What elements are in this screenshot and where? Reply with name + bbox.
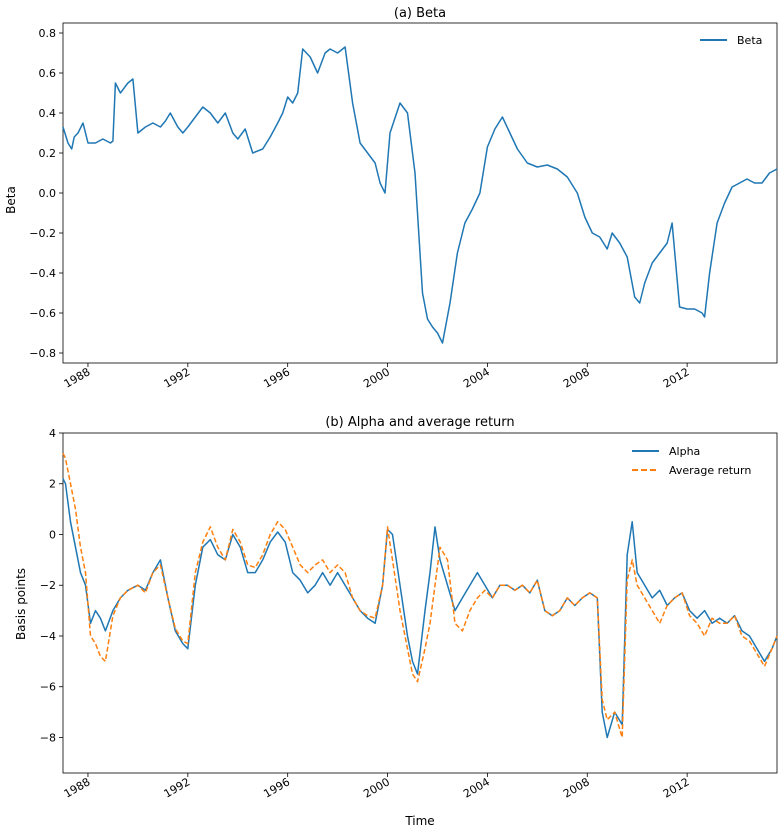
beta-plot-frame — [62, 22, 778, 364]
beta-x-tick-label: 2008 — [561, 365, 592, 390]
legend-label-beta: Beta — [737, 34, 762, 47]
alpha-return-panel-series — [62, 452, 778, 739]
beta-x-tick-label: 2004 — [461, 365, 492, 390]
beta-y-tick-label: 0.0 — [39, 187, 57, 200]
beta-y-tick-label: −0.4 — [29, 267, 56, 280]
alpha-return-panel: (b) Alpha and average return Basis point… — [14, 415, 778, 828]
alpha-return-y-tick-label: 0 — [49, 528, 56, 541]
beta-y-tick-label: 0.2 — [39, 147, 57, 160]
legend-label-average-return: Average return — [669, 464, 751, 477]
beta-panel-y-axis-label: Beta — [4, 186, 18, 214]
beta-x-tick-label: 2000 — [361, 365, 392, 390]
alpha-return-x-tick-label: 1992 — [162, 775, 193, 800]
alpha-return-panel-title: (b) Alpha and average return — [325, 415, 514, 430]
beta-y-tick-label: 0.6 — [39, 67, 57, 80]
beta-x-tick-label: 2012 — [661, 365, 692, 390]
beta-x-tick-label: 1988 — [62, 365, 93, 390]
alpha-return-panel-x-axis-label: Time — [404, 814, 434, 828]
alpha-return-x-tick-label: 2000 — [361, 775, 392, 800]
alpha-return-x-tick-label: 1996 — [261, 775, 292, 800]
beta-panel-legend: Beta — [700, 34, 762, 47]
alpha-return-panel-axes: −8 −6 −4 −2 0 2 4 1988 1992 1996 2000 2004 2008 2012 — [40, 427, 778, 801]
alpha-return-series-average-return-line — [62, 452, 778, 739]
beta-panel: (a) Beta Beta −0.8 −0.6 −0.4 −0.2 0.0 0.2 0.4 0… — [4, 6, 778, 391]
alpha-return-y-tick-label: −4 — [40, 630, 56, 643]
alpha-return-y-tick-label: 4 — [49, 427, 56, 440]
beta-panel-axes: −0.8 −0.6 −0.4 −0.2 0.0 0.2 0.4 0.6 0.8 1988 1992 1… — [29, 22, 778, 391]
beta-y-tick-label: −0.2 — [29, 227, 56, 240]
alpha-return-x-tick-label: 1988 — [62, 775, 93, 800]
beta-y-tick-label: 0.4 — [39, 107, 57, 120]
alpha-return-y-tick-label: 2 — [49, 478, 56, 491]
alpha-return-y-tick-label: −8 — [40, 731, 56, 744]
alpha-return-plot-frame — [62, 432, 778, 774]
alpha-return-x-tick-label: 2004 — [461, 775, 492, 800]
beta-panel-title: (a) Beta — [394, 6, 446, 21]
alpha-return-x-tick-label: 2008 — [561, 775, 592, 800]
beta-x-tick-label: 1992 — [162, 365, 193, 390]
beta-panel-series — [62, 46, 778, 344]
alpha-return-x-tick-label: 2012 — [661, 775, 692, 800]
alpha-return-panel-y-axis-label: Basis points — [14, 568, 28, 640]
beta-y-tick-label: −0.6 — [29, 307, 56, 320]
beta-y-tick-label: −0.8 — [29, 347, 56, 360]
beta-series-beta-line — [62, 46, 778, 344]
alpha-return-y-tick-label: −2 — [40, 579, 56, 592]
alpha-return-y-tick-label: −6 — [40, 681, 56, 694]
beta-x-tick-label: 1996 — [261, 365, 292, 390]
legend-label-alpha: Alpha — [669, 445, 700, 458]
beta-y-tick-label: 0.8 — [39, 27, 57, 40]
alpha-return-panel-legend: Alpha Average return — [632, 445, 751, 477]
